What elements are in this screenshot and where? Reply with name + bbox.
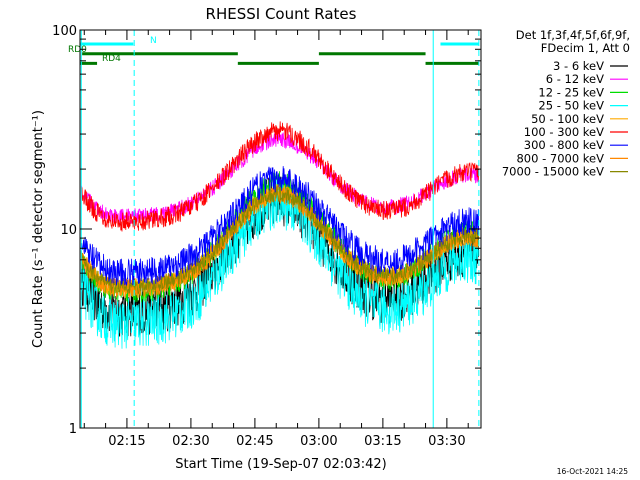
series-line-100-300keV (81, 121, 480, 232)
y-axis: 1 10 100 (52, 24, 481, 437)
x-tick-label-03:15: 03:15 (364, 434, 401, 449)
y-tick-label-100: 100 (52, 24, 77, 39)
legend-label-3: 25 - 50 keV (538, 99, 604, 113)
legend-label-2: 12 - 25 keV (538, 85, 604, 99)
legend-label-5: 100 - 300 keV (524, 125, 604, 139)
instrument-bars: N RD0 RD4 (68, 36, 479, 65)
series-line-25-50keV (80, 178, 480, 349)
legend-header-line-1: Det 1f,3f,4f,5f,6f,9f, (516, 28, 630, 42)
footer-date: 16-Oct-2021 14:25 (557, 467, 628, 476)
x-tick-label-02:30: 02:30 (172, 434, 209, 449)
legend-label-0: 3 - 6 keV (553, 59, 604, 73)
legend-label-7: 800 - 7000 keV (516, 151, 604, 165)
legend: Det 1f,3f,4f,5f,6f,9f, FDecim 1, Att 0 3… (502, 28, 630, 179)
y-axis-label: Count Rate (s⁻¹ detector segment⁻¹) (31, 110, 46, 348)
bar-label-N: N (150, 36, 157, 46)
x-tick-label-02:45: 02:45 (236, 434, 273, 449)
x-axis: 02:15 02:30 02:45 03:00 03:15 03:30 (83, 30, 469, 449)
series-group (80, 121, 480, 349)
x-tick-label-02:15: 02:15 (108, 434, 145, 449)
chart-title: RHESSI Count Rates (206, 5, 357, 23)
legend-label-6: 300 - 800 keV (524, 138, 604, 152)
bar-label-RD4: RD4 (102, 54, 121, 64)
bar-label-RD0: RD0 (68, 45, 87, 55)
x-tick-label-03:00: 03:00 (300, 434, 337, 449)
series-line-300-800keV (80, 166, 480, 286)
y-tick-label-1: 1 (69, 422, 77, 437)
legend-label-8: 7000 - 15000 keV (502, 165, 604, 179)
y-tick-label-10: 10 (60, 223, 77, 238)
legend-label-4: 50 - 100 keV (531, 112, 604, 126)
series-line-7000-15000keV (80, 185, 480, 295)
x-axis-label: Start Time (19-Sep-07 02:03:42) (175, 457, 386, 472)
legend-label-1: 6 - 12 keV (546, 72, 604, 86)
x-tick-label-03:30: 03:30 (428, 434, 465, 449)
legend-header-line-2: FDecim 1, Att 0 (541, 41, 630, 55)
